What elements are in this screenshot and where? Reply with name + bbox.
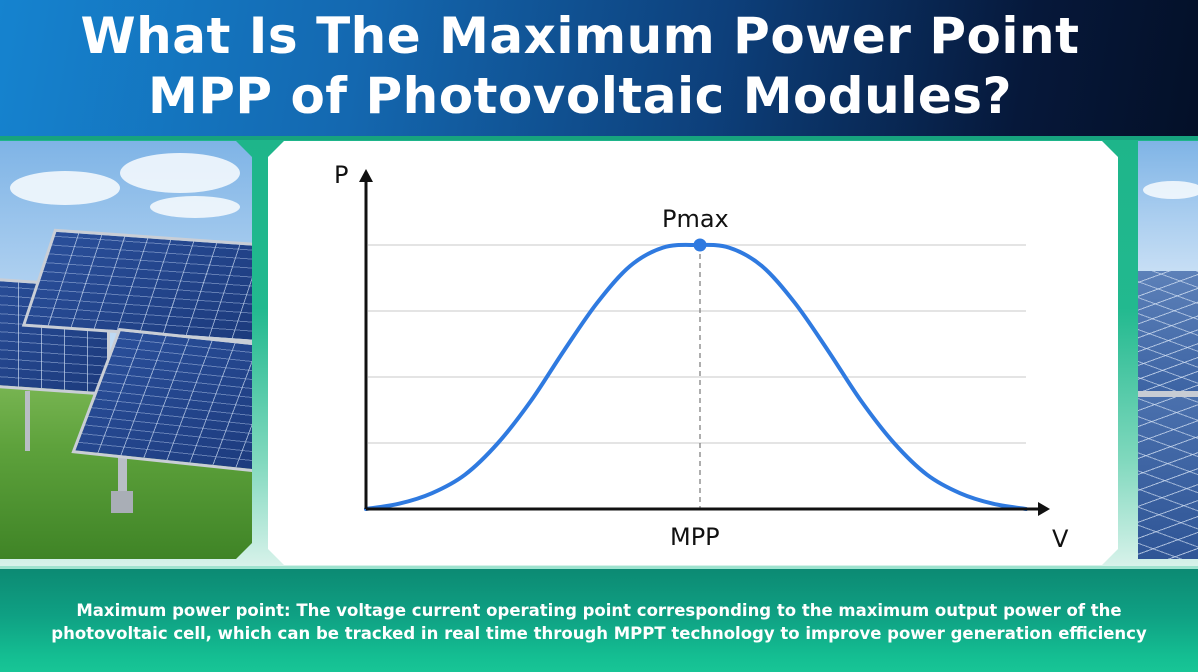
pv-curve-chart: [359, 169, 1050, 516]
panel-frame: [1138, 391, 1198, 397]
title-line-1: What Is The Maximum Power Point: [80, 7, 1080, 65]
pmax-label: Pmax: [662, 205, 729, 233]
y-axis-label: P: [334, 161, 349, 189]
solar-panel-closeup-upper: [1138, 271, 1198, 391]
right-solar-photo: [1138, 141, 1198, 559]
x-axis-arrow-icon: [1038, 502, 1050, 516]
cloud: [150, 196, 240, 218]
cloud: [1143, 181, 1198, 199]
footer-description: Maximum power point: The voltage current…: [0, 599, 1198, 645]
sky: [1138, 141, 1198, 288]
panel-post: [25, 391, 30, 451]
x-axis-label: V: [1052, 525, 1069, 553]
cloud: [120, 153, 240, 193]
grid-lines: [368, 244, 1026, 444]
footer-banner: Maximum power point: The voltage current…: [0, 566, 1198, 672]
frame-divider: [0, 136, 1198, 140]
y-axis-arrow-icon: [359, 169, 373, 182]
header-banner: What Is The Maximum Power Point MPP of P…: [0, 0, 1198, 136]
footer-line-1: Maximum power point: The voltage current…: [76, 601, 1122, 620]
left-solar-photo: [0, 141, 252, 559]
chart-card: P Pmax MPP V: [268, 141, 1118, 565]
page-title: What Is The Maximum Power Point MPP of P…: [0, 6, 1160, 126]
mpp-label: MPP: [670, 523, 720, 551]
pmax-point: [693, 238, 707, 252]
solar-panel-closeup-lower: [1138, 397, 1198, 559]
title-line-2: MPP of Photovoltaic Modules?: [147, 67, 1013, 125]
cloud: [10, 171, 120, 205]
footer-line-2: photovoltaic cell, which can be tracked …: [51, 624, 1147, 643]
solar-panel-upper: [21, 228, 252, 344]
panel-base: [111, 491, 133, 513]
